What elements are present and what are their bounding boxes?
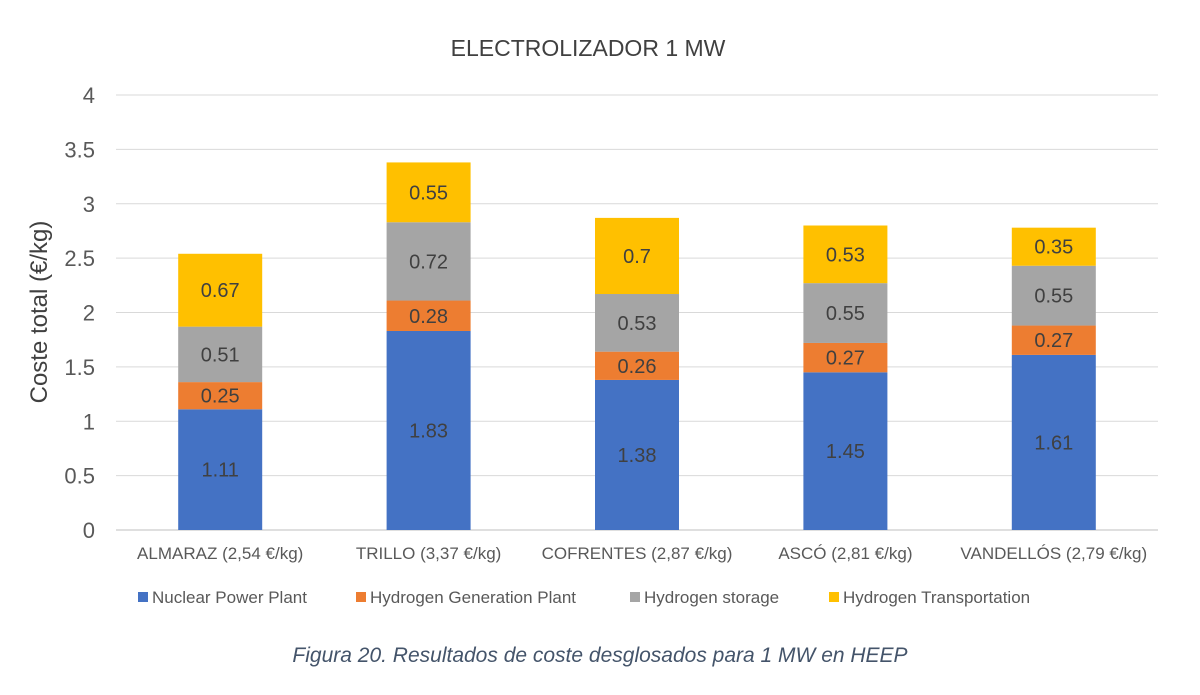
bar-segment xyxy=(178,409,263,530)
data-label: 0.55 xyxy=(826,303,865,325)
bar-segment xyxy=(595,351,679,380)
bar-segment xyxy=(1011,227,1096,266)
y-tick-label: 0.5 xyxy=(64,464,95,489)
bar-segment xyxy=(595,217,679,295)
y-tick-label: 3 xyxy=(83,192,95,217)
figure-caption: Figura 20. Resultados de coste desglosad… xyxy=(292,644,908,667)
chart-canvas: ELECTROLIZADOR 1 MW Coste total (€/kg) 0… xyxy=(26,35,1158,607)
bar-segment xyxy=(386,300,471,331)
data-label: 0.67 xyxy=(201,280,240,302)
bar-segment xyxy=(595,379,679,530)
bar-segment xyxy=(803,283,888,343)
data-label: 0.51 xyxy=(201,344,240,366)
bar-segment xyxy=(386,222,471,301)
bar-segment xyxy=(1011,354,1096,530)
y-tick-label: 4 xyxy=(83,83,95,108)
bar-segment xyxy=(803,225,888,284)
legend-swatch xyxy=(138,592,148,602)
y-tick-label: 2.5 xyxy=(64,246,95,271)
data-label: 0.25 xyxy=(201,386,240,408)
data-label: 1.83 xyxy=(409,420,448,442)
y-tick-label: 1.5 xyxy=(64,355,95,380)
data-label: 1.11 xyxy=(201,460,238,482)
y-axis-ticks: 0 0.5 1 1.5 2 2.5 3 3.5 4 xyxy=(64,83,95,543)
data-label: 0.53 xyxy=(618,313,657,335)
data-label: 1.45 xyxy=(826,441,865,463)
bar-segment xyxy=(803,342,888,373)
x-tick-label: TRILLO (3,37 €/kg) xyxy=(356,544,502,563)
data-label: 0.27 xyxy=(826,348,865,370)
bar-segment xyxy=(1011,325,1096,355)
data-label: 1.61 xyxy=(1034,432,1073,454)
bars: 1.11 0.25 0.51 0.67 1.83 0.28 0.72 0.55 1.38 0.26… xyxy=(178,162,1096,530)
legend-label: Hydrogen storage xyxy=(644,588,779,607)
data-label: 0.55 xyxy=(1034,286,1073,308)
bar-segment xyxy=(595,294,679,352)
y-axis-label: Coste total (€/kg) xyxy=(26,221,53,404)
legend: Nuclear Power Plant Hydrogen Generation P… xyxy=(138,588,1030,607)
x-tick-label: VANDELLÓS (2,79 €/kg) xyxy=(960,544,1147,563)
legend-swatch xyxy=(829,592,839,602)
y-tick-label: 0 xyxy=(83,518,95,543)
legend-label: Hydrogen Generation Plant xyxy=(370,588,576,607)
data-label: 0.53 xyxy=(826,244,865,266)
bar-segment xyxy=(178,253,263,327)
bar-segment xyxy=(178,382,263,410)
x-tick-label: COFRENTES (2,87 €/kg) xyxy=(542,544,733,563)
x-tick-label: ALMARAZ (2,54 €/kg) xyxy=(137,544,303,563)
y-tick-label: 3.5 xyxy=(64,137,95,162)
data-label: 1.38 xyxy=(618,445,657,467)
data-label: 0.55 xyxy=(409,182,448,204)
bar-segment xyxy=(1011,265,1096,326)
legend-label: Nuclear Power Plant xyxy=(152,588,307,607)
x-axis-ticks: ALMARAZ (2,54 €/kg) TRILLO (3,37 €/kg) COF… xyxy=(137,544,1147,563)
bar-segment xyxy=(386,330,471,530)
data-label: 0.27 xyxy=(1034,330,1073,352)
data-label: 0.7 xyxy=(623,246,651,268)
legend-swatch xyxy=(356,592,366,602)
data-label: 0.35 xyxy=(1034,237,1073,259)
x-tick-label: ASCÓ (2,81 €/kg) xyxy=(778,544,912,563)
y-tick-label: 2 xyxy=(83,301,95,326)
bar-segment xyxy=(178,326,263,383)
chart-title: ELECTROLIZADOR 1 MW xyxy=(451,35,726,61)
legend-label: Hydrogen Transportation xyxy=(843,588,1030,607)
y-tick-label: 1 xyxy=(83,409,95,434)
data-label: 0.26 xyxy=(618,356,657,378)
legend-swatch xyxy=(630,592,640,602)
bar-segment xyxy=(386,162,471,223)
data-label: 0.72 xyxy=(409,251,448,273)
bar-segment xyxy=(803,372,888,530)
data-label: 0.28 xyxy=(409,306,448,328)
